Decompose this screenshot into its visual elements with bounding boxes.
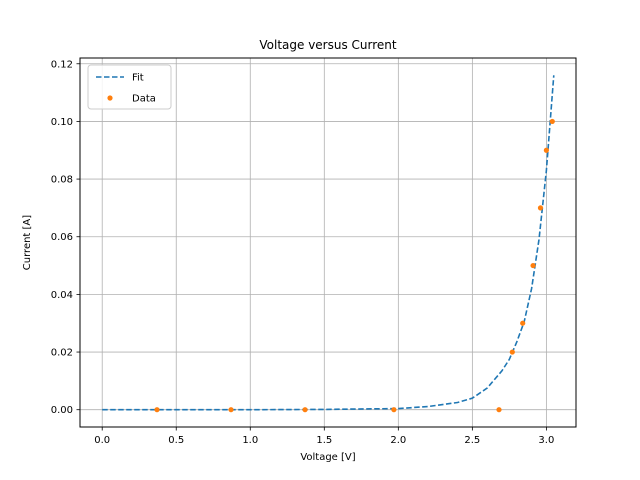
data-point [537, 205, 544, 211]
legend-entry-label: Data [132, 94, 156, 105]
legend-data-swatch [107, 95, 113, 101]
y-tick-label: 0.06 [51, 232, 73, 243]
data-point [391, 407, 397, 413]
data-point [543, 147, 549, 153]
y-tick-label: 0.02 [51, 348, 73, 359]
x-tick-label: 2.5 [464, 435, 480, 446]
y-axis-label: Current [A] [22, 215, 33, 270]
x-tick-label: 3.0 [538, 435, 554, 446]
data-point [496, 407, 502, 413]
x-tick-label: 0.0 [94, 435, 110, 446]
y-tick-label: 0.10 [51, 117, 73, 128]
data-point [549, 118, 555, 125]
data-point [154, 407, 160, 413]
legend-box [87, 64, 172, 110]
x-axis-label: Voltage [V] [300, 452, 355, 463]
y-tick-label: 0.08 [51, 175, 73, 186]
data-point [509, 349, 515, 355]
fit-line [102, 75, 555, 411]
x-tick-label: 1.0 [242, 435, 258, 446]
x-tick-label: 1.5 [316, 435, 332, 446]
data-point [530, 262, 536, 269]
data-point [520, 320, 526, 326]
legend: Fit Data [87, 64, 172, 110]
y-tick-label: 0.12 [51, 59, 73, 70]
y-tick-label: 0.00 [51, 405, 73, 416]
legend-entry-label: Fit [132, 73, 144, 84]
data-point [228, 407, 234, 413]
x-tick-label: 0.5 [168, 435, 184, 446]
plot-frame [79, 57, 577, 428]
data-point [302, 407, 308, 413]
y-tick-label: 0.04 [51, 290, 73, 301]
ticks: 0.0 0.5 1.0 1.5 2.0 2.5 3.0 0.00 0.02 0.04 0.06 0.0… [51, 59, 555, 446]
x-tick-label: 2.0 [390, 435, 406, 446]
series-layer [102, 75, 555, 413]
chart-title: Voltage versus Current [259, 38, 397, 52]
